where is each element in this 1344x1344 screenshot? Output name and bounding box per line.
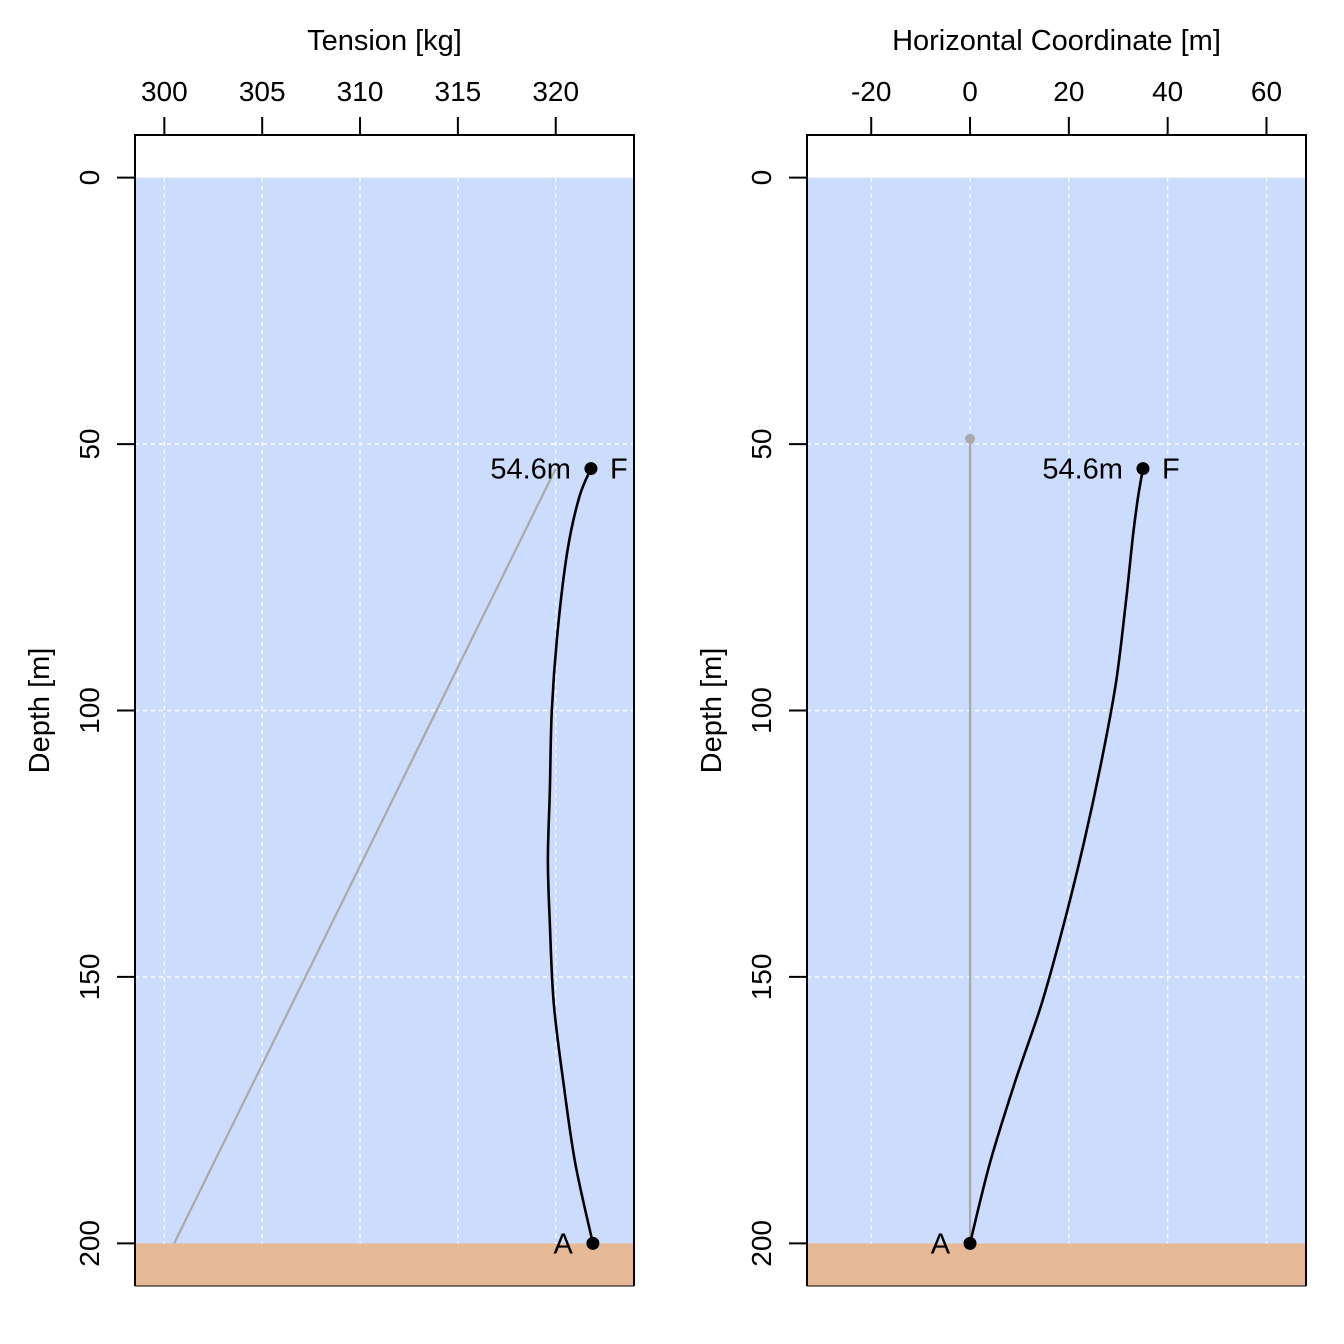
y-tick-label: 200 [746, 1220, 777, 1267]
x-tick-label: 60 [1251, 76, 1282, 107]
tension-panel: 54.6m F A 300 305 310 315 320 Tension [kg] 0 50 100… [24, 25, 635, 1287]
y-tick-label: 0 [74, 170, 105, 186]
y-tick-label: 100 [74, 687, 105, 734]
x-axis-title: Tension [kg] [307, 25, 462, 57]
x-tick-label: 320 [532, 76, 579, 107]
y-tick-label: 50 [74, 428, 105, 459]
mooring-line [546, 468, 595, 1244]
seabed-region [135, 1243, 634, 1286]
y-tick-label: 0 [746, 170, 777, 186]
y-tick-label: 50 [746, 428, 777, 459]
y-axis-title: Depth [m] [696, 648, 728, 774]
y-tick-label: 150 [74, 954, 105, 1001]
mooring-line [968, 468, 1145, 1244]
reference-marker [965, 433, 976, 444]
point-label-right: F [610, 454, 628, 486]
mooring-point-marker [586, 1236, 600, 1250]
x-tick-label: 310 [337, 76, 384, 107]
mooring-point-marker [1136, 462, 1150, 476]
point-label-left: A [554, 1228, 574, 1260]
y-tick-label: 100 [746, 687, 777, 734]
x-tick-label: 40 [1152, 76, 1183, 107]
mooring-point-marker [584, 462, 598, 476]
horizontal-coordinate-panel: 54.6m F A -20 0 20 40 60 Horizontal Coordinate [… [696, 25, 1307, 1287]
y-tick-label: 150 [746, 954, 777, 1001]
point-label-right: F [1162, 454, 1180, 486]
x-tick-label: 0 [962, 76, 978, 107]
y-axis-title: Depth [m] [24, 648, 56, 774]
x-tick-label: -20 [851, 76, 891, 107]
y-tick-label: 200 [74, 1220, 105, 1267]
x-tick-label: 315 [435, 76, 482, 107]
point-label-left: 54.6m [1042, 454, 1123, 486]
seabed-region [807, 1243, 1306, 1286]
x-tick-label: 300 [141, 76, 188, 107]
point-label-left: 54.6m [490, 454, 571, 486]
x-tick-label: 305 [239, 76, 286, 107]
reference-line [173, 468, 557, 1244]
point-label-left: A [931, 1228, 951, 1260]
mooring-point-marker [963, 1236, 977, 1250]
x-axis-title: Horizontal Coordinate [m] [892, 25, 1221, 57]
x-tick-label: 20 [1053, 76, 1084, 107]
